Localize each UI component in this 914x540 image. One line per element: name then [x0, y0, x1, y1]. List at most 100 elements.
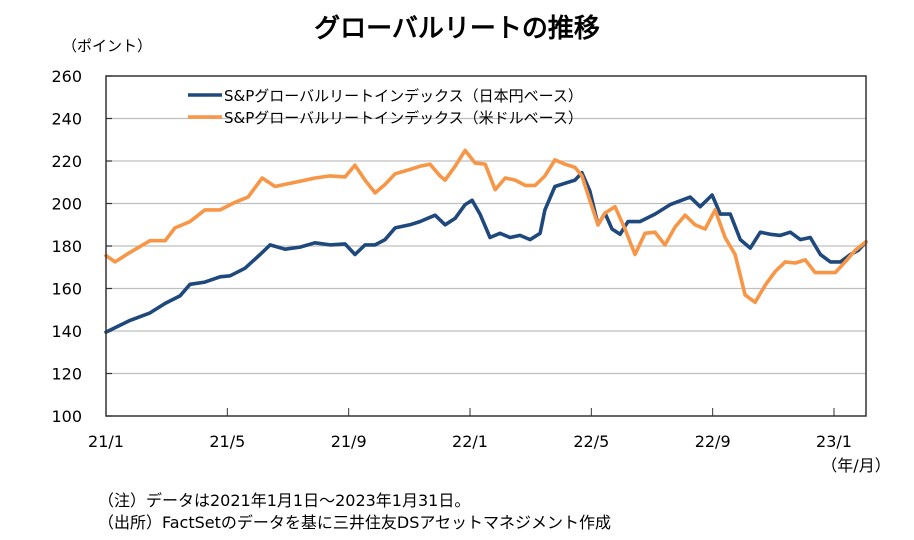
data-point-usd — [596, 223, 600, 226]
data-point-jpy — [313, 241, 317, 244]
series-lines — [104, 148, 868, 334]
data-point-jpy — [809, 236, 812, 239]
data-point-jpy — [148, 311, 152, 315]
legend: S&Pグローバルリートインデックス（日本円ベース） S&Pグローバルリートインデッ… — [188, 87, 583, 127]
data-point-usd — [329, 174, 332, 178]
data-point-jpy — [789, 231, 792, 234]
data-point-jpy — [508, 236, 512, 239]
data-point-usd — [343, 175, 347, 179]
data-point-jpy — [819, 253, 822, 256]
data-point-jpy — [618, 233, 622, 236]
data-point-jpy — [268, 243, 272, 247]
data-point-usd — [784, 260, 787, 264]
data-point-jpy — [779, 234, 782, 237]
data-point-usd — [774, 270, 777, 273]
data-point-usd — [408, 168, 412, 171]
legend-label-jpy: S&Pグローバルリートインデックス（日本円ベース） — [224, 87, 583, 105]
x-tick-label: 22/9 — [695, 432, 731, 451]
y-tick-label: 180 — [51, 237, 82, 256]
data-point-usd — [474, 161, 477, 165]
x-tick-label: 21/5 — [209, 432, 245, 451]
data-point-usd — [713, 208, 717, 212]
data-point-jpy — [543, 208, 547, 212]
data-point-usd — [128, 251, 132, 254]
data-point-usd — [580, 174, 584, 178]
legend-label-usd: S&Pグローバルリートインデックス（米ドルベース） — [224, 109, 583, 127]
data-point-jpy — [626, 220, 630, 223]
data-point-usd — [553, 158, 557, 162]
data-point-usd — [514, 178, 517, 182]
data-point-jpy — [228, 274, 232, 277]
data-point-usd — [164, 239, 167, 242]
data-point-usd — [573, 166, 577, 169]
chart-title: グローバルリートの推移 — [314, 14, 600, 44]
data-point-jpy — [353, 253, 357, 256]
data-point-jpy — [669, 203, 672, 206]
data-point-usd — [298, 180, 302, 183]
data-point-usd — [453, 165, 457, 168]
data-point-usd — [643, 232, 647, 235]
data-point-jpy — [343, 242, 347, 246]
data-point-usd — [504, 176, 507, 180]
data-point-usd — [203, 208, 207, 212]
data-point-jpy — [393, 226, 397, 230]
y-tick-label: 220 — [51, 152, 82, 171]
data-point-jpy — [653, 212, 657, 216]
data-point-jpy — [203, 280, 207, 284]
data-point-usd — [794, 261, 797, 265]
data-point-usd — [438, 174, 442, 178]
data-point-usd — [623, 227, 627, 231]
data-point-usd — [824, 271, 827, 274]
data-point-usd — [148, 239, 152, 242]
data-point-usd — [733, 253, 737, 256]
data-point-jpy — [363, 243, 367, 247]
data-point-jpy — [799, 238, 802, 241]
data-point-usd — [743, 293, 747, 297]
data-point-jpy — [243, 267, 247, 270]
data-point-usd — [673, 225, 677, 229]
data-point-jpy — [749, 246, 752, 250]
data-point-jpy — [453, 217, 457, 220]
plot-frame — [105, 75, 867, 417]
data-point-jpy — [164, 302, 167, 305]
data-point-jpy — [699, 205, 702, 208]
data-point-usd — [173, 226, 177, 230]
data-point-usd — [313, 176, 317, 180]
data-point-jpy — [839, 260, 842, 264]
y-axis-unit-label: （ポイント） — [62, 37, 153, 55]
data-point-jpy — [258, 253, 262, 256]
data-point-usd — [633, 253, 637, 256]
data-point-usd — [653, 231, 657, 234]
data-point-usd — [534, 184, 537, 187]
data-point-usd — [188, 220, 192, 223]
data-point-usd — [753, 301, 757, 304]
data-point-jpy — [739, 238, 742, 241]
y-tick-label: 120 — [51, 365, 82, 384]
data-point-usd — [763, 284, 767, 287]
data-point-usd — [261, 176, 264, 180]
data-point-jpy — [418, 220, 422, 223]
data-point-jpy — [478, 212, 482, 216]
data-point-usd — [563, 163, 567, 166]
data-point-usd — [363, 178, 367, 182]
data-point-usd — [283, 183, 287, 186]
data-point-usd — [273, 185, 277, 188]
data-point-usd — [814, 271, 817, 274]
data-point-jpy — [719, 212, 722, 216]
data-point-jpy — [188, 283, 192, 286]
data-point-jpy — [178, 294, 182, 298]
data-point-jpy — [498, 232, 502, 235]
data-point-jpy — [769, 233, 772, 236]
data-point-jpy — [689, 195, 692, 199]
data-point-usd — [588, 199, 591, 202]
footnote-source: （出所）FactSetのデータを基に三井住友DSアセットマネジメント作成 — [98, 513, 612, 532]
data-point-jpy — [710, 193, 714, 197]
x-tick-label: 22/1 — [452, 432, 488, 451]
data-point-jpy — [638, 220, 642, 223]
data-point-usd — [246, 195, 250, 199]
data-point-jpy — [218, 275, 222, 278]
data-point-usd — [723, 236, 727, 239]
data-point-usd — [218, 208, 222, 212]
x-axis-ticks: 21/1 21/5 21/9 22/1 22/5 22/9 23/1 — [88, 408, 852, 451]
data-point-jpy — [283, 248, 287, 251]
